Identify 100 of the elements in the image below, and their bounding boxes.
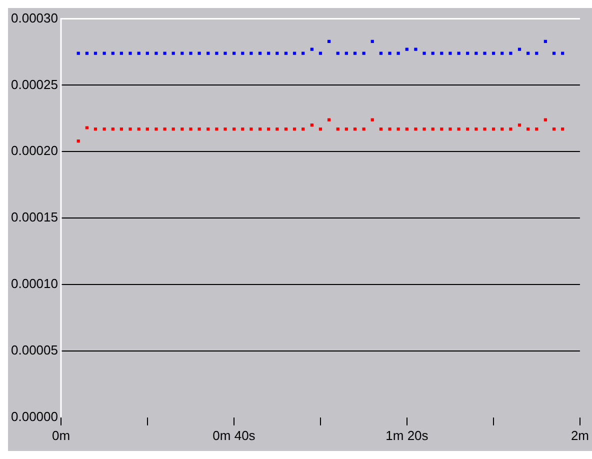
point bbox=[310, 48, 314, 51]
point bbox=[111, 52, 114, 55]
point bbox=[232, 52, 236, 55]
point bbox=[396, 52, 400, 55]
point bbox=[206, 52, 210, 55]
point bbox=[102, 52, 106, 55]
point bbox=[85, 126, 88, 130]
point bbox=[457, 128, 460, 131]
point bbox=[544, 40, 548, 43]
point bbox=[154, 128, 158, 131]
point bbox=[561, 52, 564, 55]
point bbox=[215, 128, 218, 131]
point bbox=[561, 128, 564, 131]
point bbox=[353, 128, 357, 131]
point bbox=[94, 52, 98, 55]
y-tick-label: 0.00030 bbox=[10, 10, 58, 26]
point bbox=[172, 128, 175, 131]
point bbox=[154, 52, 158, 55]
point bbox=[120, 52, 124, 55]
point bbox=[128, 128, 132, 131]
point bbox=[535, 52, 538, 55]
point bbox=[284, 52, 288, 55]
point bbox=[241, 52, 244, 55]
point bbox=[379, 52, 382, 55]
point bbox=[215, 52, 218, 55]
x-tick-label: 1m 20s bbox=[386, 428, 429, 443]
point bbox=[396, 128, 400, 131]
point bbox=[431, 52, 434, 55]
point bbox=[466, 128, 470, 131]
point bbox=[509, 52, 512, 55]
point bbox=[94, 128, 98, 131]
point bbox=[258, 52, 262, 55]
point bbox=[292, 128, 296, 131]
point bbox=[431, 128, 434, 131]
point bbox=[276, 128, 279, 131]
point bbox=[258, 128, 262, 131]
point bbox=[102, 128, 106, 131]
point bbox=[76, 139, 80, 143]
point bbox=[180, 52, 184, 55]
point bbox=[111, 128, 114, 131]
point bbox=[353, 52, 357, 55]
point bbox=[500, 128, 504, 131]
x-tick-label: 0m 40s bbox=[212, 428, 256, 443]
point bbox=[362, 128, 366, 131]
point bbox=[483, 52, 486, 55]
point bbox=[137, 52, 140, 55]
point bbox=[448, 128, 452, 131]
point bbox=[302, 52, 305, 55]
point bbox=[362, 52, 366, 55]
point bbox=[276, 52, 279, 55]
point bbox=[336, 52, 340, 55]
point bbox=[146, 128, 149, 131]
point bbox=[224, 128, 227, 131]
point bbox=[474, 128, 478, 131]
point bbox=[172, 52, 175, 55]
point bbox=[440, 52, 444, 55]
point bbox=[76, 52, 80, 55]
point bbox=[422, 128, 426, 131]
point bbox=[120, 128, 124, 131]
point bbox=[250, 52, 253, 55]
point bbox=[457, 52, 460, 55]
point bbox=[180, 128, 184, 131]
point bbox=[405, 48, 408, 51]
y-tick-label: 0.00000 bbox=[10, 408, 58, 424]
point bbox=[552, 52, 556, 55]
point bbox=[483, 128, 486, 131]
point bbox=[370, 118, 374, 122]
point bbox=[198, 52, 201, 55]
point bbox=[163, 128, 166, 131]
point bbox=[302, 128, 305, 131]
y-tick-label: 0.00015 bbox=[10, 210, 58, 225]
point bbox=[232, 128, 236, 131]
point bbox=[163, 52, 166, 55]
point bbox=[474, 52, 478, 55]
point bbox=[388, 128, 392, 131]
x-tick-label: 2m bbox=[570, 428, 589, 443]
point bbox=[327, 40, 331, 43]
point bbox=[422, 52, 426, 55]
point bbox=[146, 52, 149, 55]
point bbox=[85, 52, 88, 55]
point bbox=[344, 52, 348, 55]
point bbox=[344, 128, 348, 131]
point bbox=[414, 128, 418, 131]
y-tick-label: 0.00020 bbox=[10, 143, 58, 158]
point bbox=[466, 52, 470, 55]
point bbox=[318, 128, 322, 131]
point bbox=[492, 128, 496, 131]
y-tick-label: 0.00005 bbox=[10, 342, 58, 358]
y-tick-label: 0.00010 bbox=[10, 276, 58, 292]
point bbox=[414, 48, 418, 51]
point bbox=[292, 52, 296, 55]
point bbox=[310, 124, 314, 127]
point bbox=[267, 128, 270, 131]
y-tick-label: 0.00025 bbox=[10, 76, 58, 92]
point bbox=[440, 128, 444, 131]
point bbox=[405, 128, 408, 131]
point bbox=[448, 52, 452, 55]
point bbox=[189, 128, 192, 131]
point bbox=[318, 52, 322, 55]
point bbox=[224, 52, 227, 55]
